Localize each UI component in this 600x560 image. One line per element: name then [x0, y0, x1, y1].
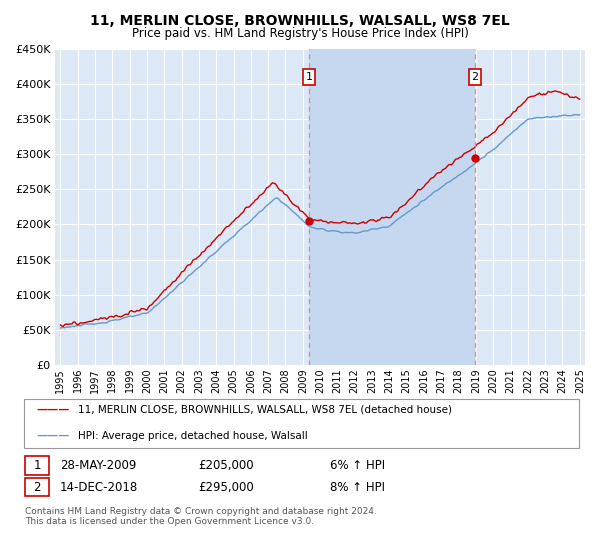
- Text: £205,000: £205,000: [198, 459, 254, 473]
- Text: 11, MERLIN CLOSE, BROWNHILLS, WALSALL, WS8 7EL: 11, MERLIN CLOSE, BROWNHILLS, WALSALL, W…: [90, 14, 510, 28]
- Text: Contains HM Land Registry data © Crown copyright and database right 2024.
This d: Contains HM Land Registry data © Crown c…: [25, 507, 377, 526]
- Text: HPI: Average price, detached house, Walsall: HPI: Average price, detached house, Wals…: [78, 431, 308, 441]
- Text: 2: 2: [472, 72, 479, 82]
- Text: 1: 1: [34, 459, 41, 473]
- Text: £295,000: £295,000: [198, 480, 254, 494]
- Text: 2: 2: [34, 480, 41, 494]
- Text: Price paid vs. HM Land Registry's House Price Index (HPI): Price paid vs. HM Land Registry's House …: [131, 27, 469, 40]
- Text: 8% ↑ HPI: 8% ↑ HPI: [330, 480, 385, 494]
- Bar: [309, 49, 475, 365]
- Text: 28-MAY-2009: 28-MAY-2009: [60, 459, 136, 473]
- Text: 6% ↑ HPI: 6% ↑ HPI: [330, 459, 385, 473]
- Text: 11, MERLIN CLOSE, BROWNHILLS, WALSALL, WS8 7EL (detached house): 11, MERLIN CLOSE, BROWNHILLS, WALSALL, W…: [78, 405, 452, 415]
- Text: 14-DEC-2018: 14-DEC-2018: [60, 480, 138, 494]
- Text: 1: 1: [305, 72, 313, 82]
- Text: ———: ———: [36, 431, 70, 441]
- Text: ———: ———: [36, 405, 70, 415]
